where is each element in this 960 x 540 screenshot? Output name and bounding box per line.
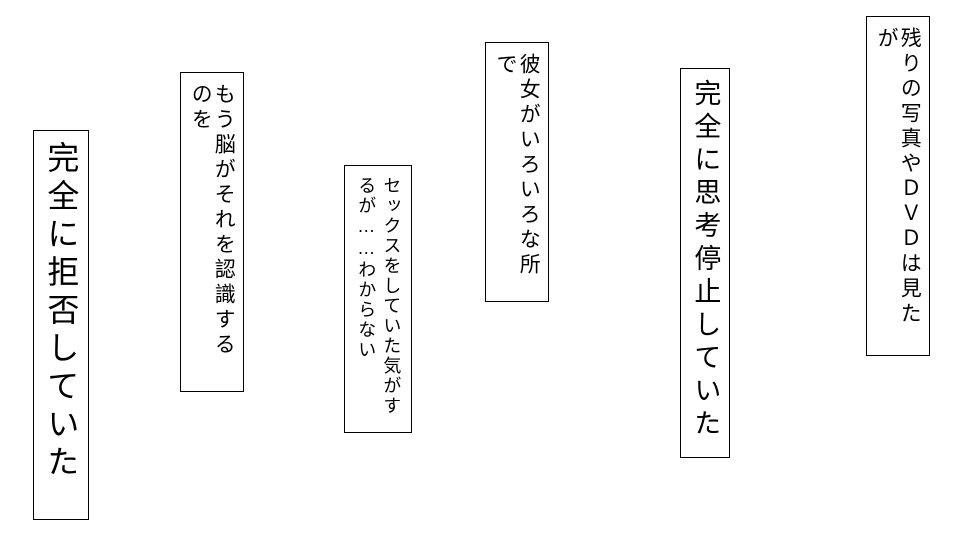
text-content-4: 彼女がいろいろな所で xyxy=(494,53,540,291)
text-content-6: 残りの写真やＤＶＤは見たが xyxy=(875,27,921,345)
text-content-1: 完全に拒否していた xyxy=(42,141,80,483)
vertical-text-box-3: セックスをしていた気がするが……わからない xyxy=(344,165,412,433)
vertical-text-box-4: 彼女がいろいろな所で xyxy=(485,42,549,302)
text-content-3: セックスをしていた気がするが……わからない xyxy=(353,176,403,422)
vertical-text-box-5: 完全に思考停止していた xyxy=(680,68,730,458)
vertical-text-box-6: 残りの写真やＤＶＤは見たが xyxy=(866,16,930,356)
vertical-text-box-1: 完全に拒否していた xyxy=(33,130,89,520)
text-content-2: もう脳がそれを認識するのを xyxy=(189,83,235,381)
vertical-text-box-2: もう脳がそれを認識するのを xyxy=(180,72,244,392)
text-content-5: 完全に思考停止していた xyxy=(689,79,721,442)
